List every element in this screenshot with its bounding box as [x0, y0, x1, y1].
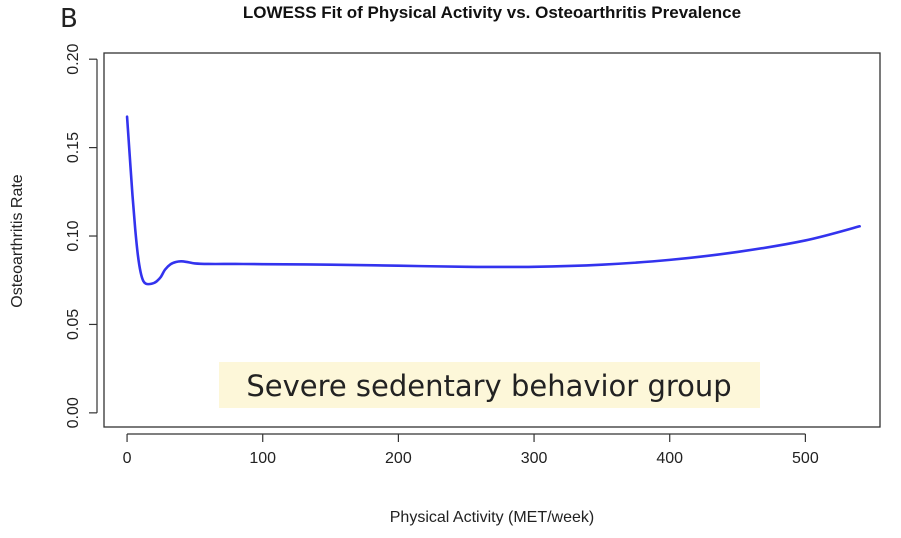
x-tick-label: 500 [792, 450, 819, 467]
x-tick-label: 200 [385, 450, 412, 467]
lowess-curve [125, 115, 861, 286]
plot-frame [103, 52, 881, 428]
x-tick-label: 100 [249, 450, 276, 467]
y-tick-label: 0.20 [65, 44, 82, 75]
y-tick-label: 0.05 [65, 309, 82, 340]
x-axis-label: Physical Activity (MET/week) [390, 509, 594, 526]
annotation-label: Severe sedentary behavior group [246, 369, 731, 403]
x-tick-label: 300 [521, 450, 548, 467]
y-tick-label: 0.15 [65, 132, 82, 163]
chart-title: LOWESS Fit of Physical Activity vs. Oste… [243, 3, 741, 22]
x-tick-label: 0 [123, 450, 132, 467]
y-tick-label: 0.00 [65, 397, 82, 428]
y-tick-label: 0.10 [65, 220, 82, 251]
x-axis: 0 100 200 300 400 500 [123, 433, 819, 467]
y-axis: 0.00 0.05 0.10 0.15 0.20 [65, 44, 98, 428]
x-tick-label: 400 [656, 450, 683, 467]
panel-label: B [60, 4, 78, 34]
annotation-highlight [219, 362, 760, 408]
y-axis-label: Osteoarthritis Rate [9, 174, 26, 307]
